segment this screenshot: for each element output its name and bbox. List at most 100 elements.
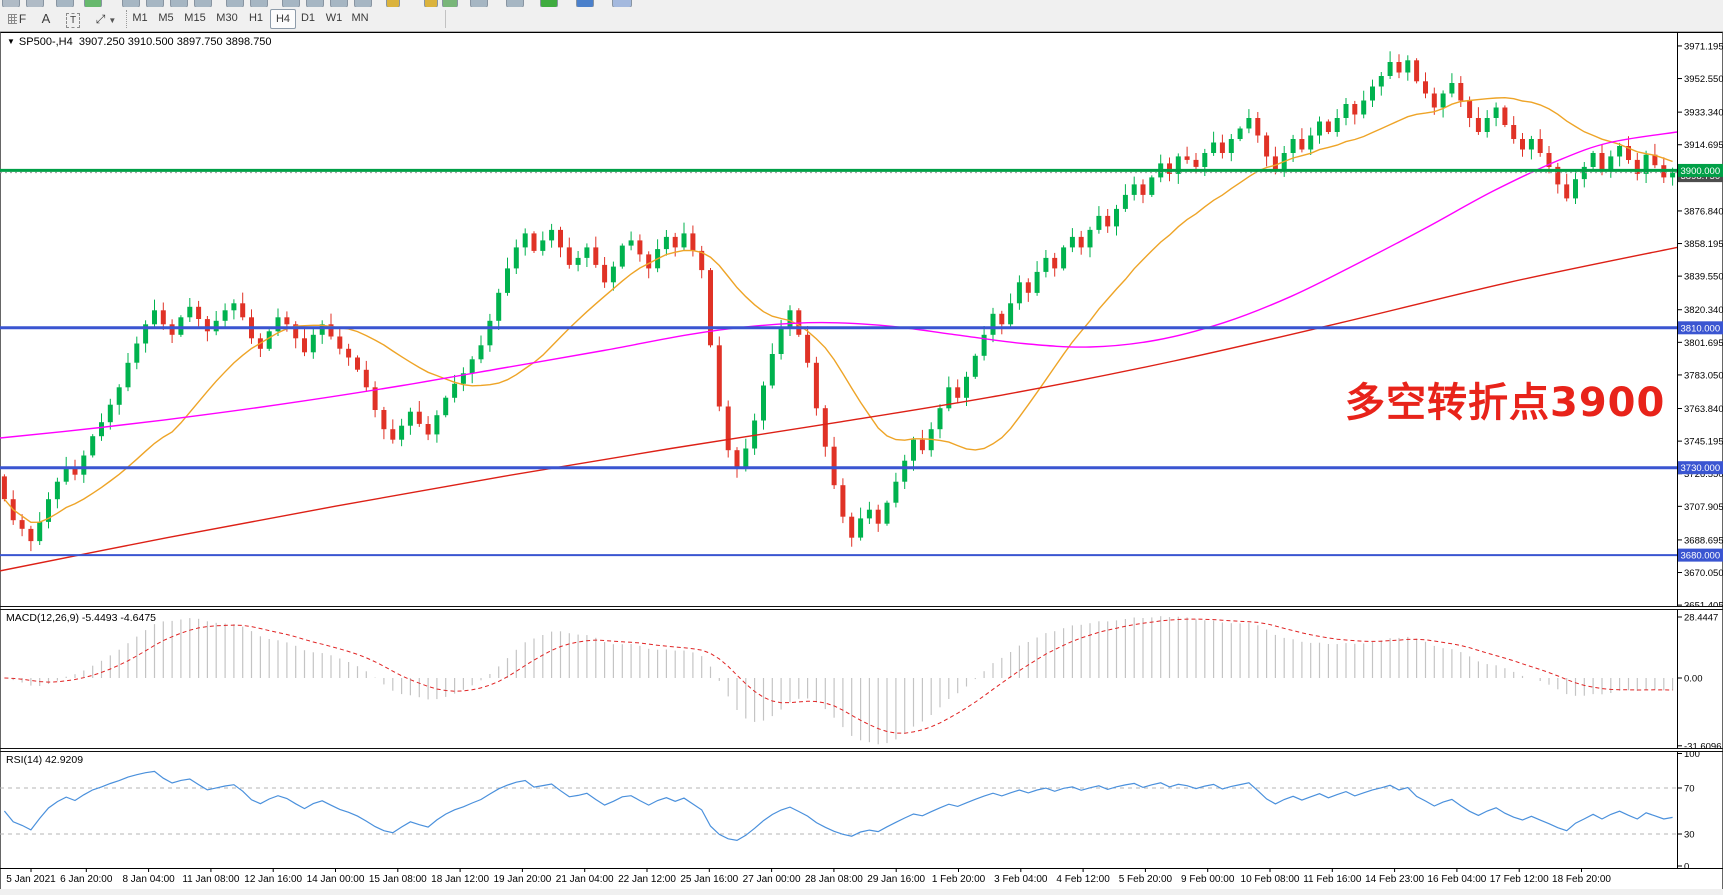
rsi-indicator-label: RSI(14) 42.9209 (6, 754, 84, 766)
pane-separator[interactable] (0, 609, 1723, 610)
partial-icon[interactable] (386, 0, 400, 7)
date-label: 3 Feb 04:00 (994, 874, 1048, 885)
grid-forecast-tool-button[interactable]: F (3, 9, 31, 29)
date-label: 21 Jan 04:00 (556, 874, 614, 885)
partial-icon[interactable] (250, 0, 268, 7)
date-label: 1 Feb 20:00 (932, 874, 986, 885)
chart-annotation-text[interactable]: 多空转折点3900 (1345, 380, 1666, 426)
dropdown-caret-icon: ▼ (108, 16, 117, 25)
pane-separator[interactable] (0, 751, 1723, 752)
date-label: 14 Jan 00:00 (307, 874, 365, 885)
rsi-canvas[interactable]: 100 70 30 0 (0, 752, 1723, 868)
timeframe-button-M1[interactable]: M1 (132, 12, 148, 24)
rsi-tick-label: 30 (1684, 830, 1695, 841)
partial-icon[interactable] (122, 0, 140, 7)
partial-icon[interactable] (56, 0, 74, 7)
price-tick-label: 3801.695 (1684, 338, 1723, 349)
partial-icon[interactable] (540, 0, 558, 7)
timeframe-button-M15[interactable]: M15 (184, 12, 206, 24)
date-label: 5 Feb 20:00 (1119, 874, 1173, 885)
price-tick-label: 3914.695 (1684, 140, 1723, 151)
pane-separator[interactable] (0, 606, 1723, 607)
arrows-icon: ⤢ (95, 12, 106, 26)
time-axis[interactable]: 5 Jan 2021 6 Jan 20:00 8 Jan 04:00 11 Jan 0… (0, 868, 1723, 889)
timeframe-button-D1[interactable]: D1 (300, 12, 316, 24)
macd-indicator-label: MACD(12,26,9) -5.4493 -4.6475 (6, 612, 156, 624)
price-tick-label: 3783.050 (1684, 370, 1723, 381)
toolbar-top-strip (0, 0, 1723, 7)
timeframe-button-M30[interactable]: M30 (216, 12, 238, 24)
symbol-period-label: SP500-,H4 (18, 36, 73, 48)
dotted-grid-icon (7, 14, 17, 24)
date-label: 18 Jan 12:00 (431, 874, 489, 885)
main-chart-canvas[interactable]: 3971.195 3952.550 3933.340 3914.695 3876.840… (0, 33, 1723, 606)
partial-icon[interactable] (226, 0, 244, 7)
partial-icon[interactable] (424, 0, 438, 7)
timeframe-button-MN[interactable]: MN (351, 12, 369, 24)
price-tick-label: 3839.550 (1684, 272, 1723, 283)
partial-icon[interactable] (84, 0, 102, 7)
partial-icon[interactable] (442, 0, 458, 7)
partial-icon[interactable] (354, 0, 372, 7)
date-label: 11 Feb 16:00 (1303, 874, 1362, 885)
date-label: 17 Feb 12:00 (1490, 874, 1549, 885)
text-t-icon: T (65, 13, 81, 28)
partial-icon[interactable] (576, 0, 594, 7)
timeframe-button-H1[interactable]: H1 (248, 12, 264, 24)
rsi-tick-label: 100 (1684, 752, 1700, 760)
symbol-dropdown-icon[interactable]: ▼ (7, 37, 15, 46)
partial-icon[interactable] (306, 0, 324, 7)
partial-icon[interactable] (612, 0, 632, 7)
price-badge-level-3810 (1678, 321, 1723, 335)
price-tick-label: 3688.695 (1684, 535, 1723, 546)
price-badge-label: 3900.000 (1681, 166, 1721, 177)
timeframe-button-W1[interactable]: W1 (325, 12, 343, 24)
price-tick-label: 3707.905 (1684, 502, 1723, 513)
date-label: 29 Jan 16:00 (867, 874, 925, 885)
ma-slow-red (0, 246, 1678, 572)
price-tick-label: 3670.050 (1684, 568, 1723, 579)
timeframe-button-H4[interactable]: H4 (270, 9, 296, 29)
date-label: 27 Jan 00:00 (743, 874, 801, 885)
rsi-tick-label: 70 (1684, 784, 1695, 795)
date-label: 12 Jan 16:00 (244, 874, 302, 885)
partial-icon[interactable] (146, 0, 164, 7)
toolbar-separator (126, 10, 127, 28)
partial-icon[interactable] (170, 0, 188, 7)
partial-icon[interactable] (2, 0, 20, 7)
partial-icon[interactable] (282, 0, 300, 7)
price-badge-label: 3810.000 (1681, 323, 1721, 334)
price-tick-label: 3858.195 (1684, 239, 1723, 250)
date-label: 11 Jan 08:00 (182, 874, 240, 885)
text-tool-button[interactable]: T (60, 9, 86, 29)
date-label: 14 Feb 23:00 (1365, 874, 1424, 885)
price-tick-label: 3651.405 (1684, 601, 1723, 606)
ma-fast-orange (3, 96, 1673, 524)
partial-icon[interactable] (470, 0, 488, 7)
partial-icon[interactable] (506, 0, 524, 7)
date-label: 16 Feb 04:00 (1427, 874, 1486, 885)
letter-a-icon: A (41, 11, 51, 26)
arrows-tool-button[interactable]: ⤢ ▼ (90, 9, 122, 29)
partial-icon[interactable] (330, 0, 348, 7)
date-label: 6 Jan 20:00 (60, 874, 113, 885)
timeframe-group: M1 M5 M15 M30 H1 H4 D1 W1 MN (0, 8, 1723, 31)
date-label: 8 Jan 04:00 (122, 874, 175, 885)
text-label-tool-button[interactable]: A (36, 9, 56, 29)
partial-icon[interactable] (194, 0, 212, 7)
ohlc-values: 3907.250 3910.500 3897.750 3898.750 (78, 36, 272, 48)
price-tick-label: 3745.195 (1684, 437, 1723, 448)
partial-icon[interactable] (26, 0, 44, 7)
date-label: 4 Feb 12:00 (1056, 874, 1110, 885)
price-badge-level-3680 (1678, 548, 1723, 562)
macd-canvas[interactable]: 28.4447 0.00 -31.6096 (0, 610, 1723, 748)
price-badge-label: 3730.000 (1681, 463, 1721, 474)
macd-tick-label: -31.6096 (1684, 741, 1722, 748)
price-badge-level-3730 (1678, 461, 1723, 475)
pane-separator[interactable] (0, 748, 1723, 749)
rsi-line (3, 770, 1673, 842)
macd-signal-line (4, 618, 1673, 734)
timeframe-button-M5[interactable]: M5 (158, 12, 174, 24)
date-label: 10 Feb 08:00 (1241, 874, 1300, 885)
